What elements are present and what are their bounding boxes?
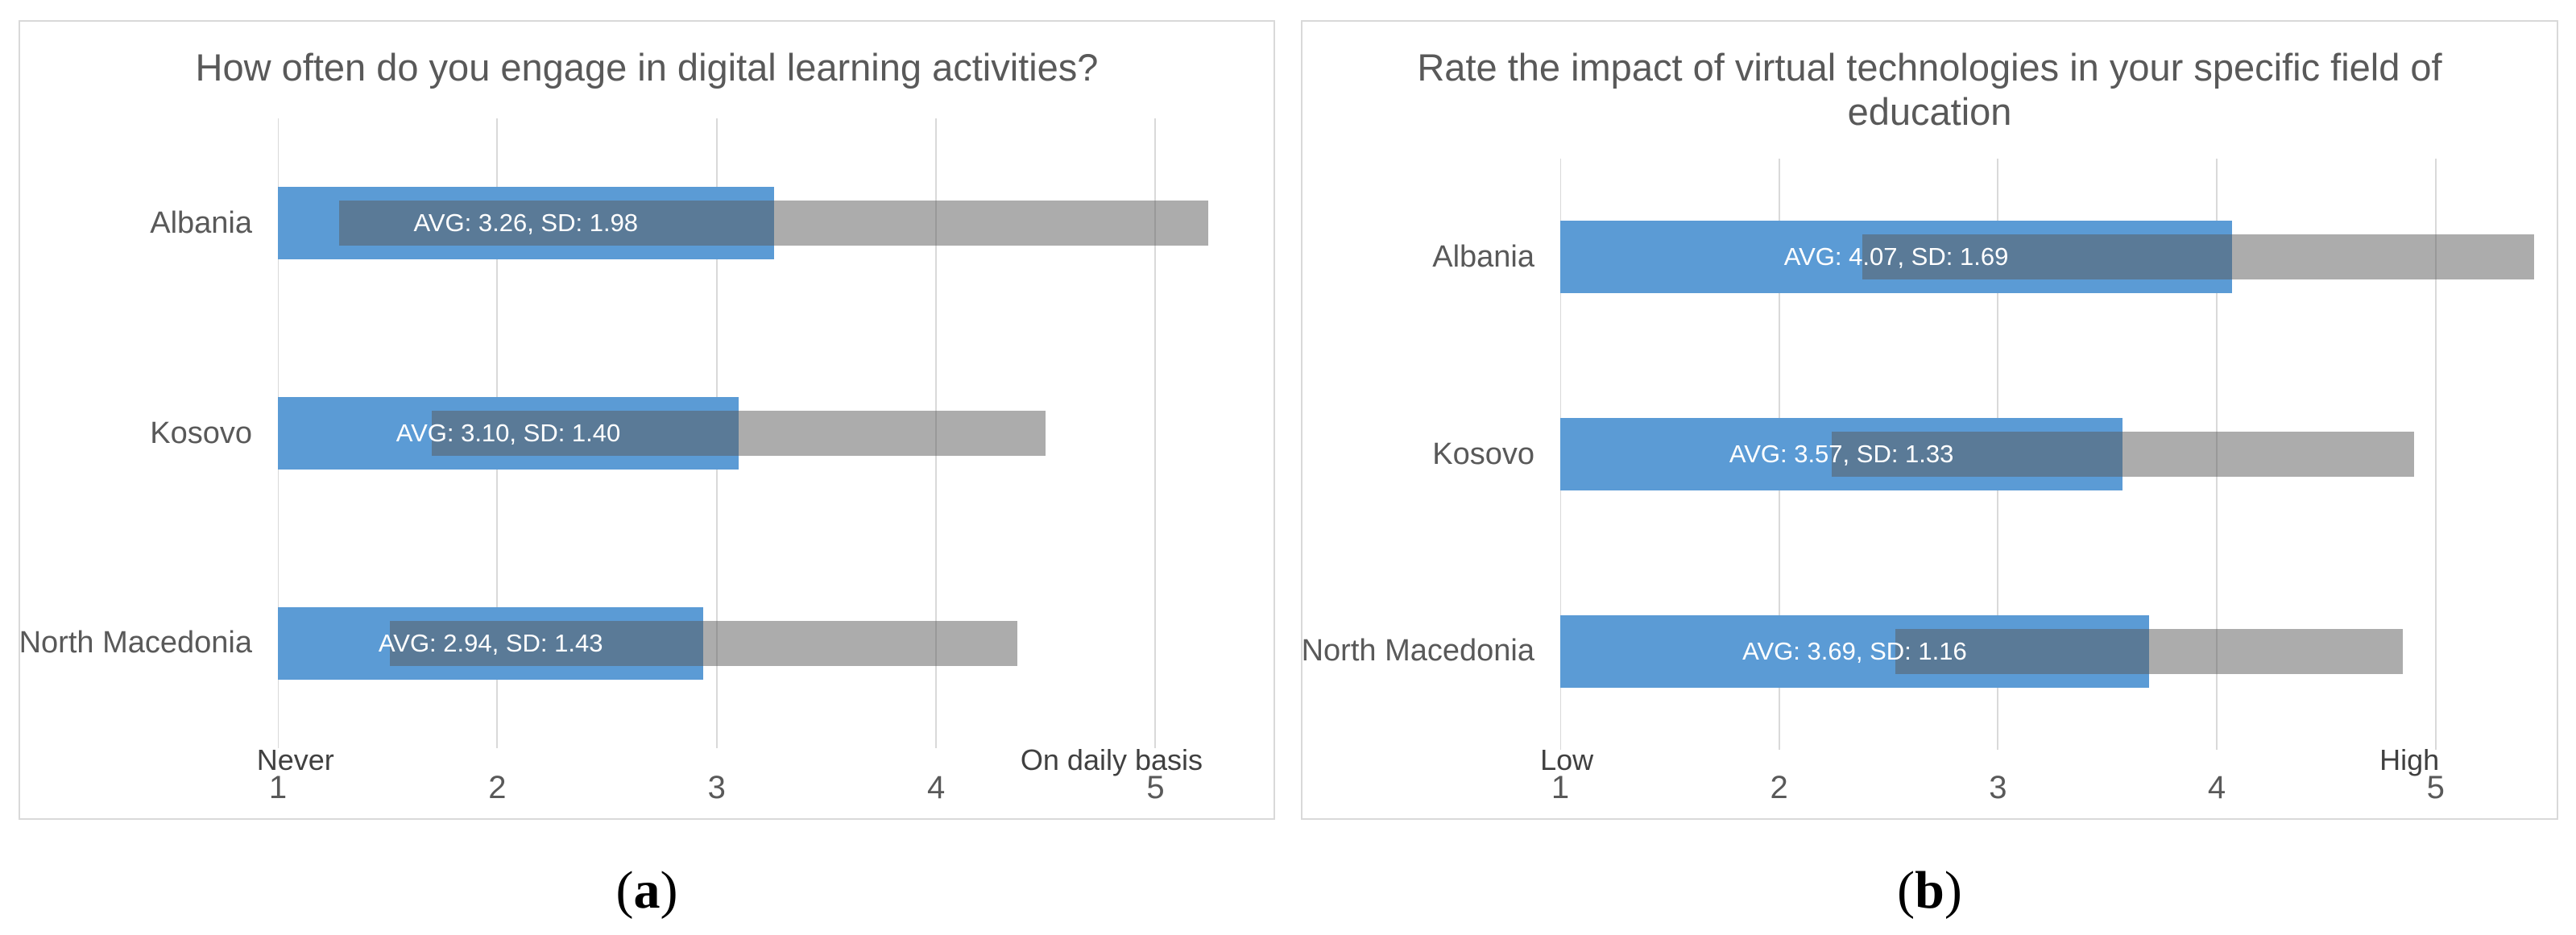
chart-panel-a: How often do you engage in digital learn… — [19, 20, 1275, 820]
category-label-north-macedonia: North Macedonia — [1301, 634, 1534, 668]
sd-band-kosovo — [431, 411, 1046, 456]
chart-a-title: How often do you engage in digital learn… — [20, 45, 1274, 89]
bar-value-label: AVG: 3.26, SD: 1.98 — [413, 209, 639, 238]
chart-a-plot-area: AVG: 3.26, SD: 1.98 AVG: 3.10, SD: 1.40 AV… — [278, 118, 1254, 748]
caption-a-close-paren: ) — [660, 861, 678, 920]
bar-value-label: AVG: 3.57, SD: 1.33 — [1729, 440, 1954, 468]
axis-endpoint-label-on-daily-basis: On daily basis — [1020, 743, 1203, 776]
x-tick-3: 3 — [1989, 770, 2007, 805]
axis-endpoint-label-low: Low — [1540, 743, 1594, 776]
category-label-albania: Albania — [1432, 239, 1534, 274]
x-tick-2: 2 — [1770, 770, 1788, 805]
bar-value-label: AVG: 2.94, SD: 1.43 — [378, 628, 603, 657]
caption-b-close-paren: ) — [1944, 861, 1962, 920]
sd-band-albania — [1862, 234, 2534, 280]
caption-b-letter: b — [1915, 861, 1944, 920]
chart-title-line: education — [1847, 90, 2012, 133]
category-label-kosovo: Kosovo — [1432, 436, 1534, 471]
x-tick-4: 4 — [2207, 770, 2226, 805]
sd-band-kosovo — [1831, 432, 2414, 477]
bar-value-label: AVG: 4.07, SD: 1.69 — [1783, 242, 2009, 271]
sd-band-north-macedonia — [389, 620, 1017, 666]
chart-title-line: How often do you engage in digital learn… — [195, 46, 1099, 89]
x-tick-5: 5 — [1146, 770, 1165, 805]
axis-endpoint-label-never: Never — [256, 743, 334, 776]
bar-value-label: AVG: 3.69, SD: 1.16 — [1742, 636, 1967, 665]
chart-b-title: Rate the impact of virtual technologies … — [1302, 45, 2557, 134]
gridline-x-5 — [1154, 118, 1157, 748]
x-tick-1: 1 — [1551, 770, 1570, 805]
gridline-x-5 — [2434, 159, 2437, 750]
category-label-kosovo: Kosovo — [150, 416, 252, 450]
x-tick-3: 3 — [707, 770, 726, 805]
caption-a: (a) — [19, 852, 1275, 929]
category-label-north-macedonia: North Macedonia — [19, 626, 252, 660]
caption-a-letter: a — [633, 861, 661, 920]
chart-b-plot-area: AVG: 4.07, SD: 1.69 AVG: 3.57, SD: 1.33 AV… — [1560, 159, 2534, 750]
caption-b-open-paren: ( — [1897, 861, 1915, 920]
caption-b: (b) — [1301, 852, 2558, 929]
x-tick-1: 1 — [268, 770, 288, 805]
axis-endpoint-label-high: High — [2379, 743, 2440, 776]
sd-band-north-macedonia — [1895, 628, 2403, 674]
x-tick-2: 2 — [488, 770, 507, 805]
chart-title-line: Rate the impact of virtual technologies … — [1417, 46, 2442, 89]
x-tick-5: 5 — [2426, 770, 2445, 805]
caption-a-open-paren: ( — [615, 861, 634, 920]
bar-value-label: AVG: 3.10, SD: 1.40 — [396, 419, 621, 447]
chart-panel-b: Rate the impact of virtual technologies … — [1301, 20, 2558, 820]
category-label-albania: Albania — [150, 205, 252, 240]
x-tick-4: 4 — [926, 770, 946, 805]
sd-band-albania — [339, 201, 1208, 246]
